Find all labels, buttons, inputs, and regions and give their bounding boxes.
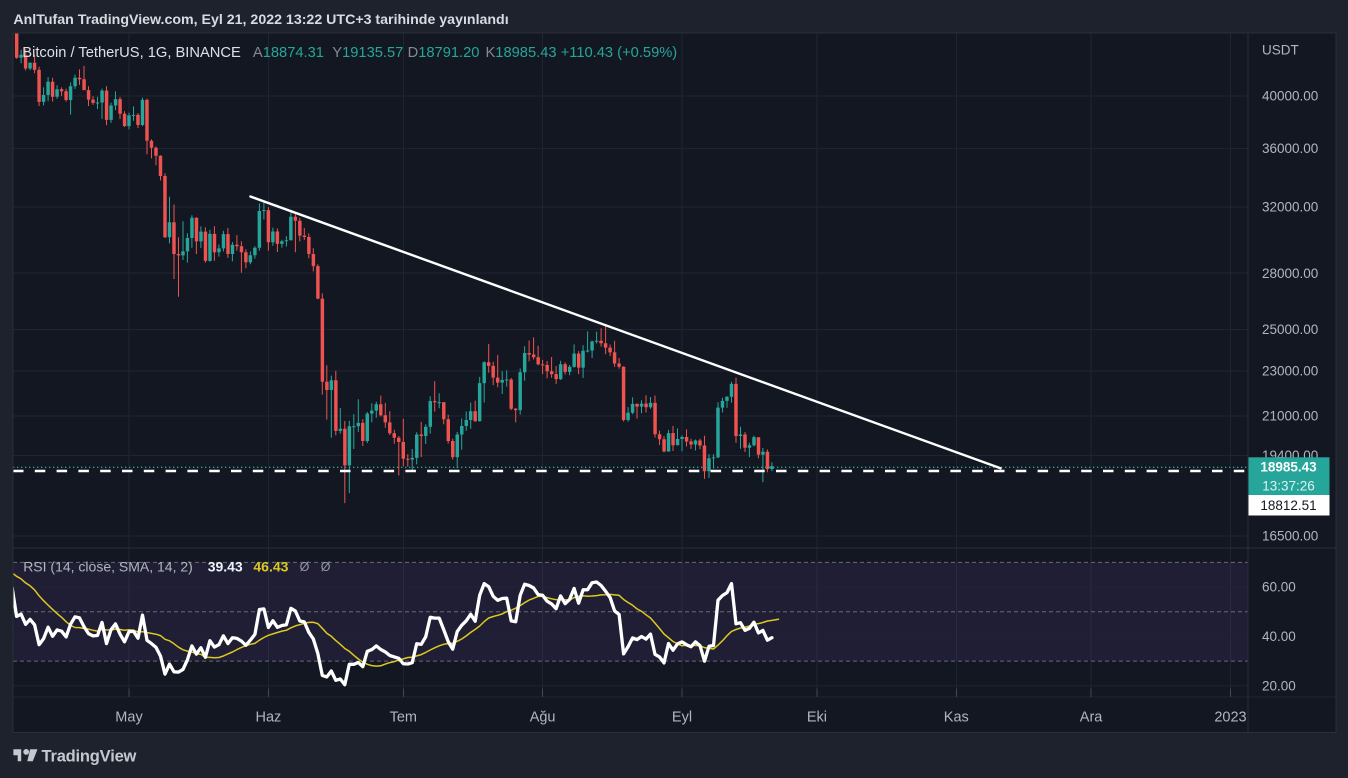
svg-text:Tem: Tem [390,710,417,726]
svg-text:Y19135.57: Y19135.57 [332,45,403,61]
svg-text:TradingView: TradingView [42,748,137,766]
svg-text:Ara: Ara [1080,710,1104,726]
svg-text:Ağu: Ağu [530,710,556,726]
svg-text:46.43: 46.43 [253,559,288,575]
svg-text:20.00: 20.00 [1262,678,1296,693]
svg-text:Kas: Kas [944,710,969,726]
svg-text:60.00: 60.00 [1262,580,1296,595]
svg-text:AnlTufan TradingView.com, Eyl: AnlTufan TradingView.com, Eyl 21, 2022 1… [13,12,508,28]
svg-text:Bitcoin / TetherUS, 1G, BINANC: Bitcoin / TetherUS, 1G, BINANCE [22,45,241,61]
svg-text:18812.51: 18812.51 [1260,498,1316,513]
svg-text:May: May [115,710,143,726]
svg-text:36000.00: 36000.00 [1262,141,1318,156]
svg-text:D18791.20: D18791.20 [408,45,480,61]
svg-text:25000.00: 25000.00 [1262,322,1318,337]
svg-text:28000.00: 28000.00 [1262,266,1318,281]
svg-text:Haz: Haz [256,710,282,726]
svg-text:32000.00: 32000.00 [1262,200,1318,215]
svg-text:40.00: 40.00 [1262,629,1296,644]
svg-text:Ø: Ø [300,560,310,574]
svg-text:13:37:26: 13:37:26 [1262,479,1315,494]
svg-text:16500.00: 16500.00 [1262,529,1318,544]
svg-text:Eki: Eki [807,710,827,726]
svg-text:K18985.43: K18985.43 [486,45,557,61]
svg-text:18985.43: 18985.43 [1260,460,1317,475]
svg-text:RSI (14, close, SMA, 14, 2): RSI (14, close, SMA, 14, 2) [23,559,193,575]
svg-text:40000.00: 40000.00 [1262,89,1318,104]
svg-text:2023: 2023 [1214,710,1246,726]
svg-text:39.43: 39.43 [208,559,243,575]
svg-text:USDT: USDT [1262,43,1299,58]
svg-text:+110.43 (+0.59%): +110.43 (+0.59%) [561,45,678,61]
svg-text:A18874.31: A18874.31 [253,45,324,61]
svg-text:23000.00: 23000.00 [1262,364,1318,379]
svg-text:Ø: Ø [321,560,331,574]
svg-text:Eyl: Eyl [672,710,692,726]
svg-text:21000.00: 21000.00 [1262,409,1318,424]
